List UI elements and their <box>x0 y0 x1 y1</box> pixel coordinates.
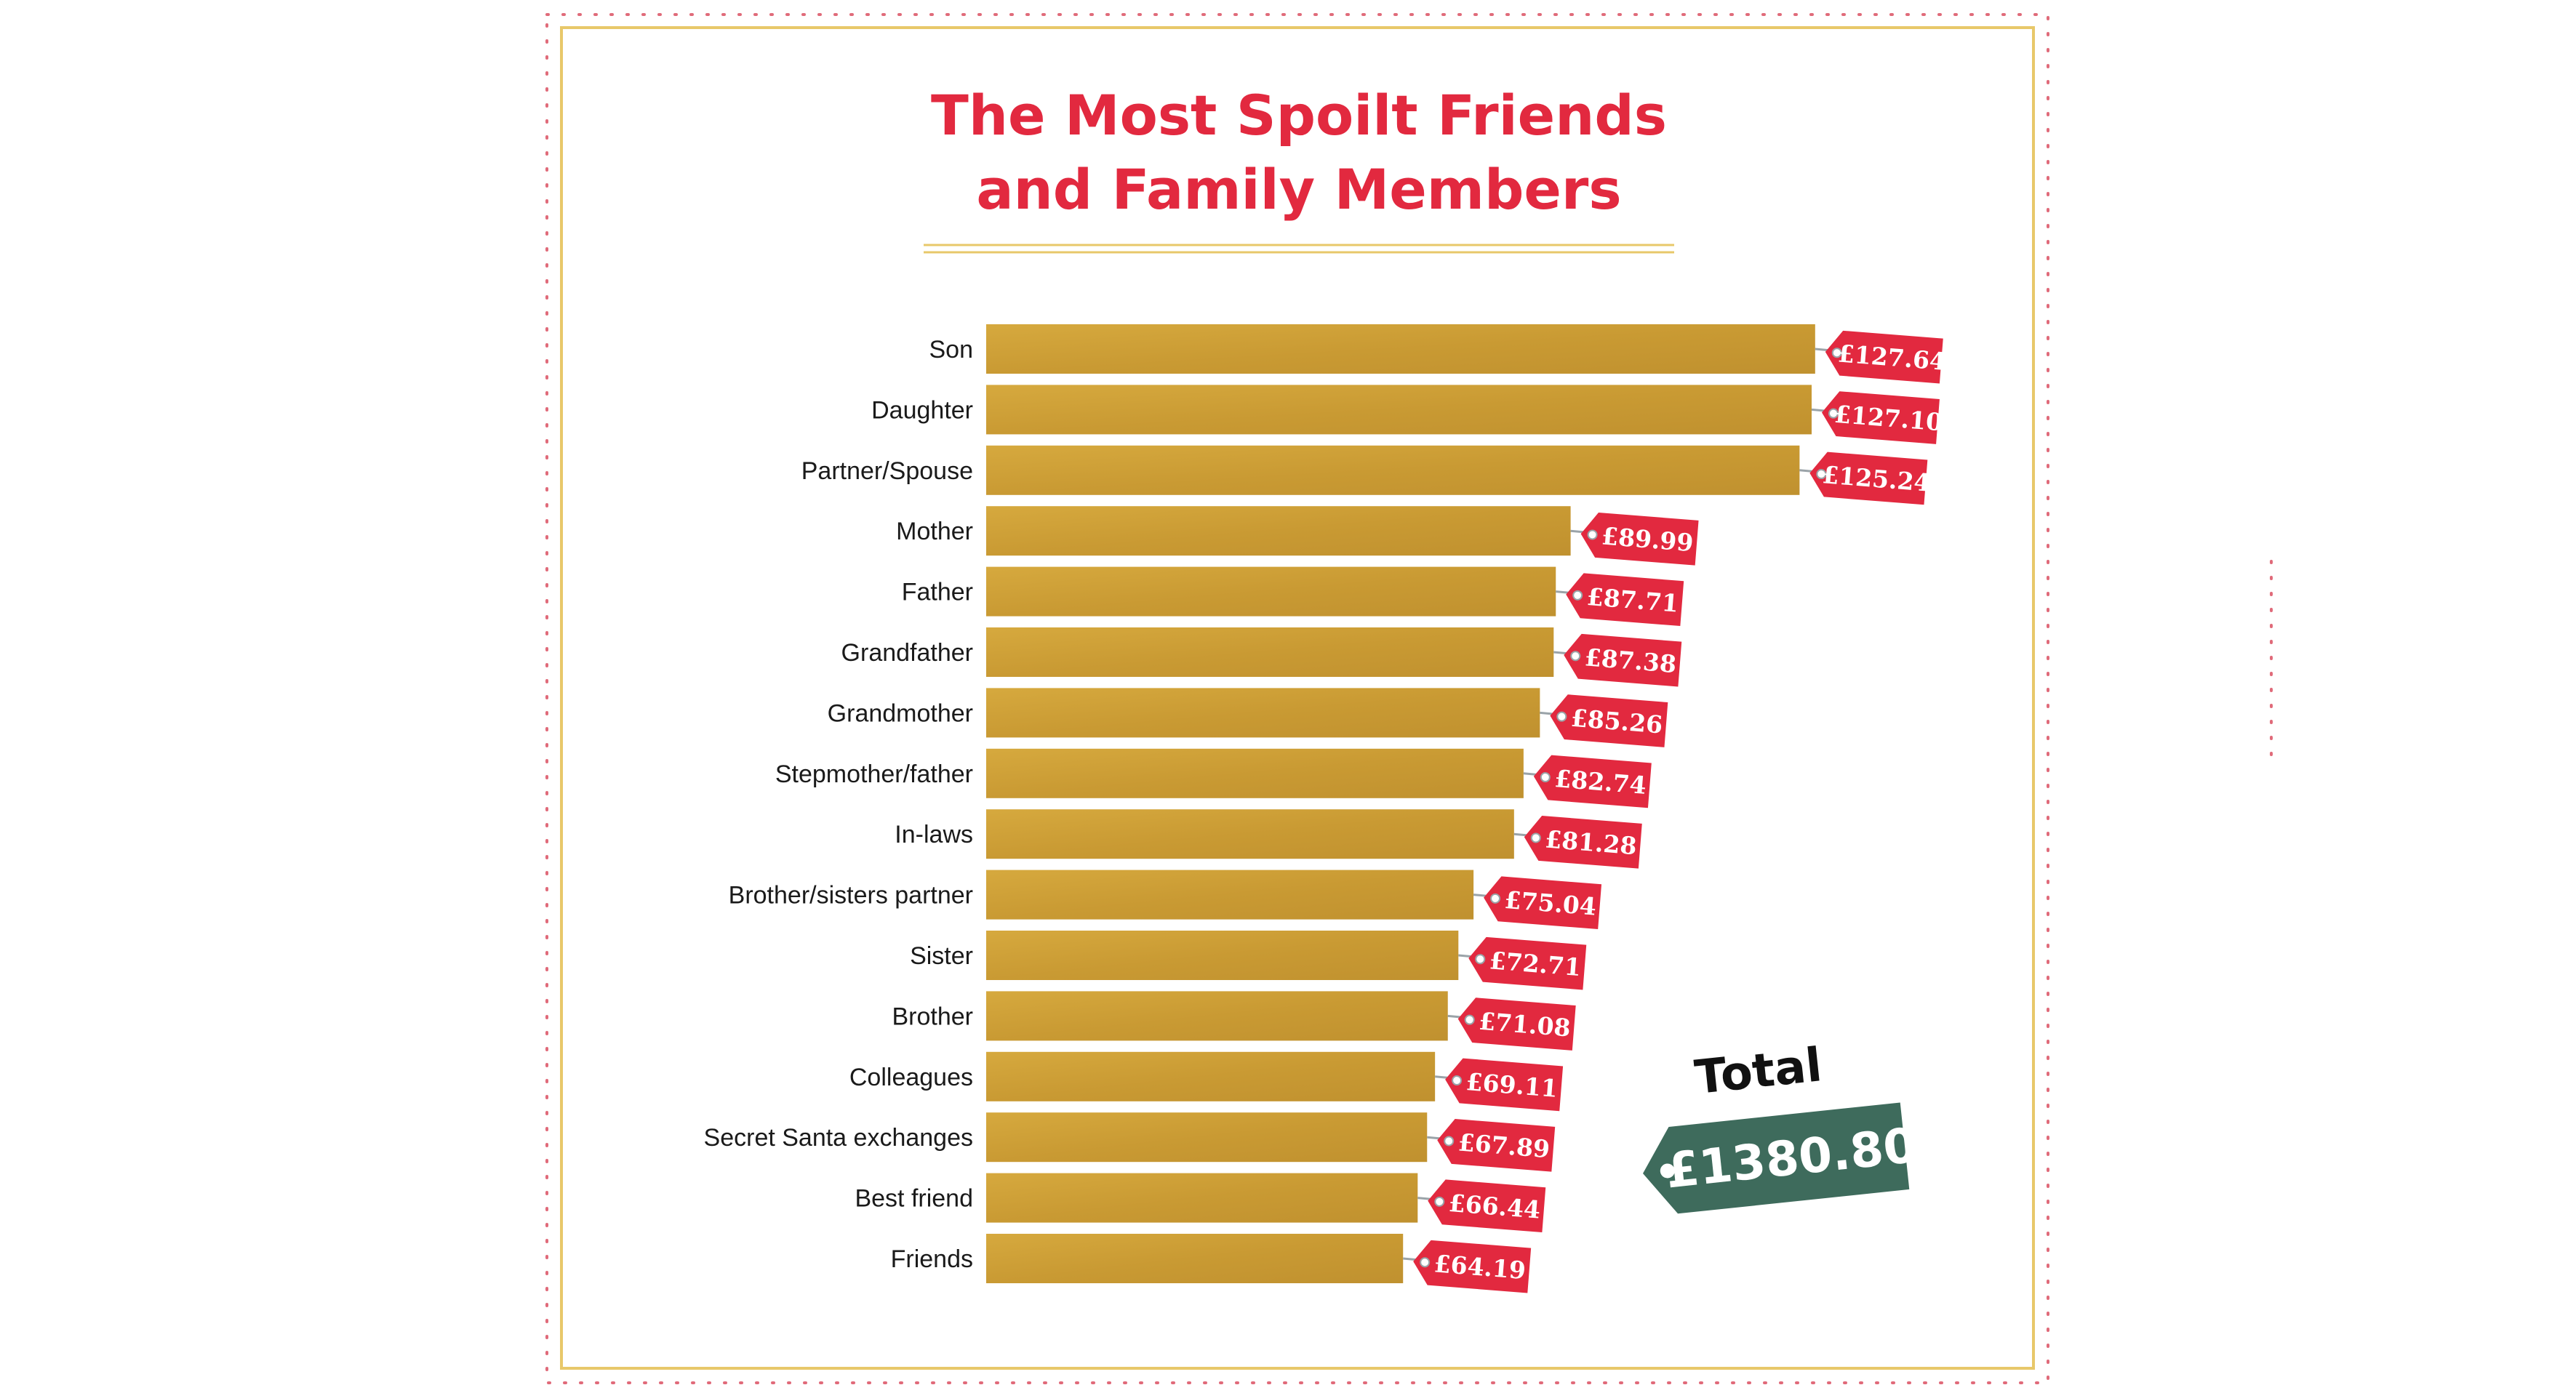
category-label: Grandmother <box>828 699 973 727</box>
price-tag-shape <box>1564 633 1682 687</box>
price-tag-shape <box>1445 1058 1564 1112</box>
bar <box>986 809 1514 859</box>
price-tag-shape <box>1580 513 1699 566</box>
bar <box>986 324 1815 374</box>
chart-title-line-1: The Most Spoilt Friends <box>931 83 1667 148</box>
bar <box>986 566 1556 617</box>
bar <box>986 748 1524 798</box>
bar <box>986 1112 1428 1163</box>
price-tag-hole <box>1816 469 1827 480</box>
price-tag-hole <box>1490 893 1501 904</box>
bar <box>986 1051 1436 1101</box>
category-label: Daughter <box>871 396 973 424</box>
category-label: Colleagues <box>849 1064 973 1091</box>
price-tag-hole <box>1587 529 1598 540</box>
price-tag: £89.99 <box>1580 513 1699 566</box>
price-tag: £87.38 <box>1564 633 1682 687</box>
price-tag: £127.10 <box>1822 391 1944 444</box>
price-tag-shape <box>1437 1119 1556 1172</box>
price-tag-hole <box>1572 590 1583 601</box>
bars-layer: Son £127.64 Daughter £127.10 Partner/Spouse £… <box>704 324 1947 1293</box>
bar <box>986 385 1812 435</box>
category-label: Father <box>902 579 973 606</box>
price-tag: £87.71 <box>1566 573 1684 627</box>
bar <box>986 688 1540 738</box>
category-label: Best friend <box>855 1185 973 1213</box>
total-tag-hole <box>1660 1163 1675 1179</box>
bar <box>986 506 1571 556</box>
chart-title-line-2: and Family Members <box>976 157 1621 222</box>
price-tag-shape <box>1468 936 1587 990</box>
bar <box>986 1173 1418 1223</box>
price-tag-shape <box>1428 1179 1546 1233</box>
price-tag: £82.74 <box>1533 755 1652 808</box>
price-tag-shape <box>1809 451 1928 505</box>
category-label: Secret Santa exchanges <box>704 1124 973 1152</box>
price-tag: £72.71 <box>1468 936 1587 990</box>
category-label: Stepmother/father <box>775 760 973 788</box>
price-tag: £67.89 <box>1437 1119 1556 1172</box>
inner-frame <box>560 26 2035 1370</box>
price-tag: £69.11 <box>1445 1058 1564 1112</box>
price-tag-shape <box>1457 997 1576 1051</box>
price-tag-hole <box>1452 1075 1463 1086</box>
price-tag-shape <box>1524 816 1642 869</box>
price-tag-shape <box>1825 330 1943 384</box>
price-tag: £81.28 <box>1524 816 1642 869</box>
price-tag-shape <box>1533 755 1652 808</box>
category-label: Partner/Spouse <box>801 457 973 485</box>
outer-dotted-border <box>545 13 2049 1384</box>
price-tag-hole <box>1530 832 1541 843</box>
bar <box>986 627 1554 677</box>
price-tag-shape <box>1822 391 1940 444</box>
price-tag: £66.44 <box>1428 1179 1546 1233</box>
price-tag: £125.24 <box>1809 451 1932 505</box>
price-tag-hole <box>1464 1014 1475 1025</box>
price-tag: £71.08 <box>1457 997 1576 1051</box>
price-tag-hole <box>1420 1257 1431 1268</box>
price-tag-shape <box>1484 876 1602 930</box>
price-tag-shape <box>1550 694 1668 747</box>
price-tag: £64.19 <box>1413 1240 1532 1293</box>
total-label: Total <box>1692 1038 1825 1105</box>
bar <box>986 445 1800 495</box>
price-tag-shape <box>1413 1240 1532 1293</box>
total-tag: £1380.80 <box>1642 1102 1919 1214</box>
category-label: Son <box>929 336 974 364</box>
bar <box>986 870 1474 920</box>
price-tag-hole <box>1444 1136 1455 1147</box>
bar <box>986 931 1459 980</box>
price-tag-hole <box>1434 1196 1445 1207</box>
category-label: Friends <box>891 1245 973 1273</box>
price-tag-hole <box>1540 772 1551 783</box>
category-label: Sister <box>910 942 973 970</box>
price-tag-hole <box>1831 348 1842 358</box>
bar <box>986 991 1448 1041</box>
category-label: Brother/sisters partner <box>729 882 973 910</box>
category-label: In-laws <box>895 821 973 848</box>
price-tag-hole <box>1556 711 1567 722</box>
bar <box>986 1234 1404 1283</box>
category-label: Mother <box>896 518 973 545</box>
price-tag-hole <box>1570 651 1581 662</box>
price-tag-shape <box>1566 573 1684 627</box>
price-tag: £85.26 <box>1550 694 1668 747</box>
category-label: Grandfather <box>841 639 973 667</box>
price-tag: £127.64 <box>1825 330 1947 384</box>
price-tag: £75.04 <box>1484 876 1602 930</box>
total-tag-shape <box>1642 1102 1910 1214</box>
category-label: Brother <box>892 1003 974 1030</box>
price-tag-hole <box>1828 408 1839 419</box>
price-tag-hole <box>1475 954 1486 965</box>
